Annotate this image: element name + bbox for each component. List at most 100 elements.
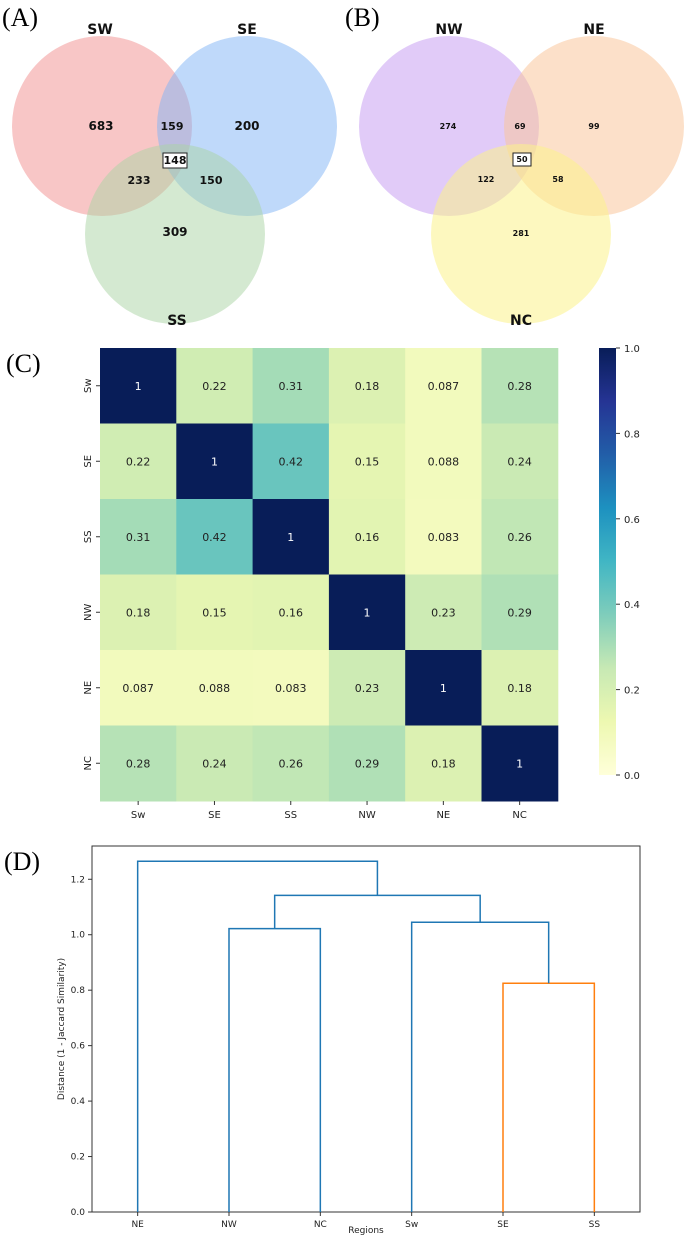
heatmap-cell-value: 0.42 xyxy=(279,455,304,468)
heatmap-row-label: NC xyxy=(83,756,94,770)
dendrogram-y-tick-label: 1.2 xyxy=(71,875,85,885)
heatmap-row-label: SE xyxy=(83,455,94,468)
heatmap-cell xyxy=(481,574,559,651)
venn-a-title-ss: SS xyxy=(167,313,187,329)
heatmap-cell xyxy=(328,499,406,575)
heatmap-cell xyxy=(176,650,254,726)
heatmap-col-label: NE xyxy=(436,810,450,821)
heatmap-cell xyxy=(176,574,254,651)
venn-b-count-all: 50 xyxy=(516,155,528,164)
heatmap-cell xyxy=(328,423,406,500)
heatmap-column-labels: Sw SE SS NW NE NC xyxy=(131,801,527,821)
dendrogram-links xyxy=(136,860,596,1212)
venn-b: (B) NW NE NC 274 99 281 69 122 58 50 xyxy=(345,3,684,329)
heatmap-cell xyxy=(100,348,177,424)
heatmap-cell-value: 1 xyxy=(135,380,142,393)
dendrogram-y-tick-label: 0.0 xyxy=(71,1208,86,1218)
colorbar xyxy=(599,348,616,775)
heatmap-cell xyxy=(405,574,482,651)
heatmap-cell xyxy=(328,650,406,726)
dendrogram-leaf-labels: NE NW NC Sw SE SS xyxy=(131,1212,600,1230)
heatmap-cell-value: 0.23 xyxy=(355,682,380,695)
colorbar-ticks: 0.0 0.2 0.4 0.6 0.8 1.0 xyxy=(616,344,640,782)
panel-label-c: (C) xyxy=(6,349,41,378)
venn-b-title-nc: NC xyxy=(510,313,532,329)
heatmap-cell xyxy=(252,348,330,424)
venn-a-count-se-only: 200 xyxy=(234,119,259,133)
venn-a-title-sw: SW xyxy=(87,22,113,38)
heatmap-cells: 1 0.22 0.31 0.18 0.087 0.28 0.22 1 0.42 0.15 0.088… xyxy=(100,348,559,802)
heatmap-cell-value: 0.16 xyxy=(279,606,304,619)
venn-b-count-nc-only: 281 xyxy=(513,229,530,238)
venn-a-count-all: 148 xyxy=(164,154,187,167)
colorbar-tick-label: 0.0 xyxy=(624,771,640,782)
heatmap-cell xyxy=(100,574,177,651)
heatmap-cell xyxy=(176,725,254,802)
panel-label-a: (A) xyxy=(2,3,38,32)
dendrogram-leaf-label: SE xyxy=(497,1220,509,1230)
heatmap-cell-value: 0.083 xyxy=(275,682,307,695)
venn-a-count-sw-only: 683 xyxy=(88,119,113,133)
heatmap-cell-value: 0.31 xyxy=(279,380,304,393)
heatmap-cell xyxy=(328,348,406,424)
heatmap-cell xyxy=(252,725,330,802)
heatmap-cell xyxy=(176,499,254,575)
venn-b-count-ne-only: 99 xyxy=(588,122,600,131)
dendrogram-y-ticks: 0.0 0.2 0.4 0.6 0.8 1.0 1.2 xyxy=(71,875,92,1218)
venn-b-count-ne-nc: 58 xyxy=(552,175,564,184)
dendrogram-link xyxy=(136,860,379,1212)
heatmap-cell-value: 0.22 xyxy=(126,455,151,468)
dendrogram-frame xyxy=(91,845,641,1213)
dendrogram-panel: (D) 0.0 0.2 0.4 0.6 0.8 1.0 1.2 NE NW NC Sw SE SS D… xyxy=(4,845,641,1236)
heatmap-row-label: NW xyxy=(83,603,94,620)
heatmap-cell-value: 1 xyxy=(364,606,371,619)
heatmap-cell-value: 0.18 xyxy=(355,380,380,393)
colorbar-tick-label: 0.2 xyxy=(624,686,640,697)
heatmap-cell xyxy=(176,423,254,500)
colorbar-tick-label: 0.6 xyxy=(624,515,640,526)
venn-b-count-nw-nc: 122 xyxy=(478,175,495,184)
heatmap-cell-value: 0.22 xyxy=(202,380,227,393)
heatmap-cell xyxy=(176,348,254,424)
dendrogram-y-tick-label: 1.0 xyxy=(71,931,86,941)
heatmap-row-labels: Sw SE SS NW NE NC xyxy=(83,378,100,770)
heatmap-cell xyxy=(100,423,177,500)
heatmap-row-label: SS xyxy=(83,530,94,543)
venn-a-count-sw-ss: 233 xyxy=(128,174,151,187)
heatmap-cell xyxy=(100,725,177,802)
dendrogram-y-tick-label: 0.4 xyxy=(71,1097,86,1107)
heatmap-cell xyxy=(405,348,482,424)
heatmap-cell-value: 0.28 xyxy=(126,757,151,770)
venn-a-count-sw-se: 159 xyxy=(161,120,184,133)
panel-label-b: (B) xyxy=(345,3,380,32)
heatmap-col-label: NC xyxy=(512,810,526,821)
heatmap-cell xyxy=(481,650,559,726)
heatmap-col-label: Sw xyxy=(131,810,146,821)
colorbar-tick-label: 0.8 xyxy=(624,429,640,440)
heatmap-cell-value: 0.15 xyxy=(202,606,227,619)
dendrogram-y-axis-label: Distance (1 - Jaccard Similarity) xyxy=(57,958,67,1100)
heatmap-col-label: NW xyxy=(358,810,375,821)
heatmap-cell-value: 0.083 xyxy=(428,531,460,544)
heatmap-col-label: SS xyxy=(284,810,297,821)
dendrogram-x-axis-label: Regions xyxy=(348,1226,384,1236)
venn-b-circle-nc xyxy=(431,144,611,324)
heatmap-cell xyxy=(100,499,177,575)
dendrogram-link xyxy=(273,894,481,929)
dendrogram-y-tick-label: 0.6 xyxy=(71,1042,86,1052)
heatmap-cell xyxy=(252,650,330,726)
heatmap-cell-value: 0.26 xyxy=(507,531,532,544)
heatmap-cell-value: 0.16 xyxy=(355,531,380,544)
heatmap-cell-value: 0.31 xyxy=(126,531,151,544)
heatmap-cell xyxy=(252,423,330,500)
heatmap-cell xyxy=(405,499,482,575)
venn-b-title-nw: NW xyxy=(435,22,462,38)
heatmap-cell-value: 0.26 xyxy=(279,757,304,770)
dendrogram-leaf-label: NC xyxy=(314,1220,327,1230)
heatmap-cell xyxy=(252,574,330,651)
heatmap-cell-value: 0.088 xyxy=(428,455,460,468)
heatmap-cell-value: 0.24 xyxy=(202,757,227,770)
venn-a: (A) SW SE SS 683 200 309 159 233 150 148 xyxy=(2,3,337,329)
heatmap-cell-value: 0.29 xyxy=(507,606,532,619)
